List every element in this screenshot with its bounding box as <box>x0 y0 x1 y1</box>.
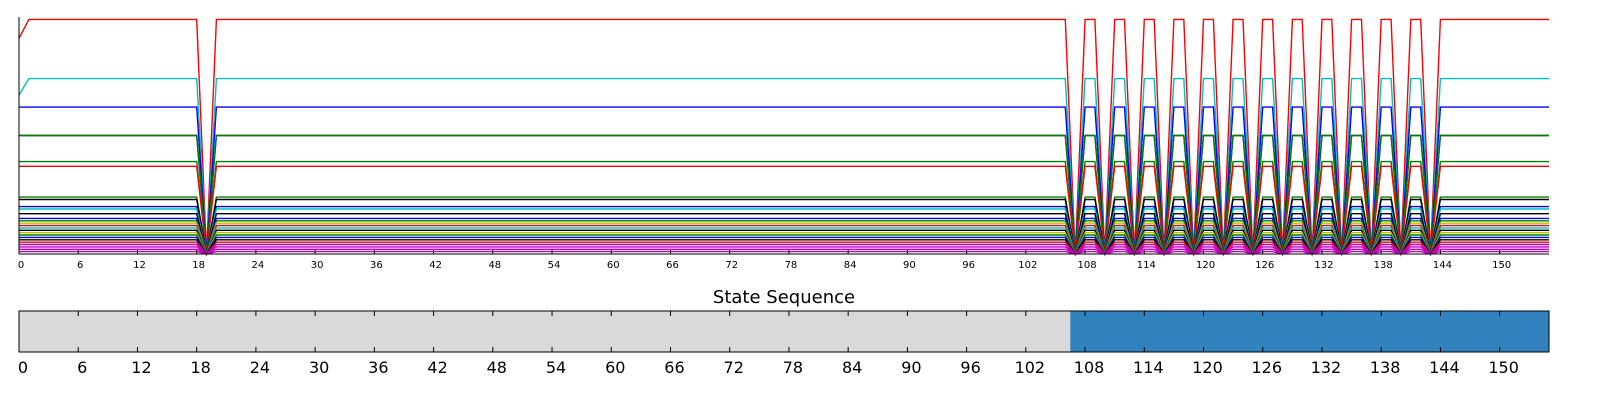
series-line-17 <box>19 227 1549 256</box>
series-line-26 <box>19 248 1549 255</box>
x-tick-label: 102 <box>1018 260 1037 271</box>
x-tick-label: 96 <box>962 260 975 271</box>
x-tick-label: 66 <box>666 260 679 271</box>
state-x-tick-label: 36 <box>368 358 388 377</box>
state-x-tick-label: 108 <box>1074 358 1105 377</box>
series-line-11 <box>19 208 1549 255</box>
x-tick-label: 42 <box>429 260 442 271</box>
state-x-tick-label: 120 <box>1192 358 1223 377</box>
series-line-10 <box>19 205 1549 255</box>
x-tick-label: 24 <box>252 260 265 271</box>
series-line-16 <box>19 224 1549 257</box>
x-tick-label: 126 <box>1255 260 1274 271</box>
series-line-7 <box>19 165 1549 255</box>
series-line-20 <box>19 234 1549 256</box>
signal-line-chart: 0 6 12 18 24 30 36 42 48 54 60 66 72 78 84 90 96 102 108 11… <box>18 17 1549 271</box>
state-x-tick-label: 54 <box>546 358 566 377</box>
state-x-tick-label: 102 <box>1015 358 1046 377</box>
state-x-tick-label: 90 <box>901 358 921 377</box>
x-tick-label: 60 <box>607 260 620 271</box>
series-line-1 <box>18 18 1549 255</box>
state-frame <box>18 310 1550 353</box>
state-x-tick-label: 132 <box>1311 358 1342 377</box>
x-tick-label: 36 <box>370 260 383 271</box>
state-x-tick-label: 96 <box>960 358 980 377</box>
state-x-tick-label: 24 <box>250 358 270 377</box>
x-tick-label: 6 <box>77 260 83 271</box>
x-tick-label: 12 <box>133 260 146 271</box>
state-segment-2 <box>1070 311 1549 352</box>
x-tick-label: 150 <box>1492 260 1511 271</box>
state-x-tick-label: 144 <box>1429 358 1460 377</box>
series-line-12 <box>19 212 1549 255</box>
x-tick-label: 30 <box>311 260 324 271</box>
state-x-tick-label: 84 <box>842 358 862 377</box>
series-line-19 <box>19 231 1549 256</box>
series-line-21 <box>19 236 1549 256</box>
series-line-23 <box>19 241 1549 256</box>
state-x-tick-label: 48 <box>487 358 507 377</box>
x-tick-label: 72 <box>725 260 738 271</box>
series-line-27 <box>19 250 1549 255</box>
state-sequence-title: State Sequence <box>713 287 855 308</box>
series-line-13 <box>19 217 1549 257</box>
series-line-25 <box>19 246 1549 255</box>
series-line-6 <box>19 160 1549 255</box>
state-segment-1 <box>19 311 1071 352</box>
x-tick-label: 0 <box>18 260 24 271</box>
state-x-tick-label: 6 <box>77 358 87 377</box>
series-line-18 <box>19 229 1549 256</box>
state-x-tick-label: 12 <box>131 358 151 377</box>
x-tick-label: 54 <box>548 260 561 271</box>
state-x-tick-label: 72 <box>724 358 744 377</box>
series-line-24 <box>19 243 1549 255</box>
series-line-5 <box>19 134 1549 255</box>
x-tick-label: 108 <box>1078 260 1097 271</box>
state-x-tick-label: 126 <box>1251 358 1282 377</box>
series-line-9 <box>19 198 1549 255</box>
series-line-15 <box>19 222 1549 257</box>
x-tick-label: 84 <box>844 260 857 271</box>
x-tick-label: 144 <box>1433 260 1452 271</box>
series-line-3 <box>19 106 1549 255</box>
x-tick-label: 18 <box>192 260 205 271</box>
state-x-tick-label: 42 <box>427 358 447 377</box>
x-tick-label: 90 <box>903 260 916 271</box>
x-tick-label: 138 <box>1374 260 1393 271</box>
state-x-tick-label: 66 <box>664 358 684 377</box>
x-tick-label: 78 <box>785 260 798 271</box>
series-line-8 <box>19 196 1549 255</box>
x-tick-label: 114 <box>1137 260 1156 271</box>
state-x-tick-label: 60 <box>605 358 625 377</box>
state-x-tick-label: 0 <box>18 358 28 377</box>
state-x-tick-label: 138 <box>1370 358 1401 377</box>
x-tick-label: 48 <box>488 260 501 271</box>
state-x-tick-label: 150 <box>1488 358 1519 377</box>
x-tick-label: 120 <box>1196 260 1215 271</box>
state-x-tick-label: 18 <box>190 358 210 377</box>
state-sequence-chart: State Sequence 0 6 12 18 24 30 36 42 48 54 60 66 72 7… <box>18 287 1550 377</box>
series-line-2 <box>18 77 1549 255</box>
state-x-tick-label: 114 <box>1133 358 1164 377</box>
x-tick-label: 132 <box>1314 260 1333 271</box>
state-x-tick-label: 78 <box>783 358 803 377</box>
series-line-22 <box>19 239 1549 256</box>
series-line-14 <box>19 220 1549 257</box>
state-x-tick-label: 30 <box>309 358 329 377</box>
